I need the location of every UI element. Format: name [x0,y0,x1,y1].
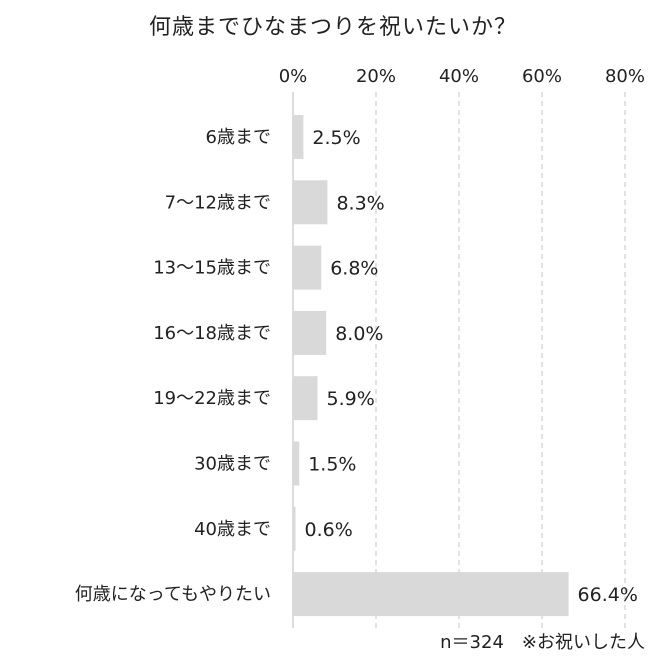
x-tick-label: 0% [279,66,308,87]
category-label: 何歳になってもやりたい [75,584,271,605]
bar [293,376,318,421]
x-tick-label: 80% [605,66,645,87]
x-tick-label: 60% [522,66,562,87]
gridlines [292,92,626,628]
value-label: 1.5% [308,454,356,476]
bar [293,506,296,551]
value-label: 8.3% [336,192,384,214]
bar [293,310,327,355]
category-label: 7〜12歳まで [165,192,271,213]
category-labels: 6歳まで 7〜12歳まで 13〜15歳まで 16〜18歳まで 19〜22歳まで 30歳まで… [75,127,271,605]
x-tick-label: 40% [439,66,479,87]
chart-title: 何歳までひなまつりを祝いたいか？ [149,15,517,40]
value-labels: 2.5% 8.3% 6.8% 8.0% 5.9% 1.5% 0.6% 66.4% [305,127,638,606]
bar [293,115,304,159]
value-label: 5.9% [326,388,374,410]
bar [293,441,300,486]
footnote: n＝324 ※お祝いした人 [440,632,645,653]
category-label: 19〜22歳まで [153,388,271,409]
bar [293,245,322,290]
value-label: 66.4% [578,584,638,606]
value-label: 0.6% [305,519,353,541]
value-label: 8.0% [335,323,383,345]
category-label: 13〜15歳まで [153,258,271,279]
category-label: 16〜18歳まで [153,323,271,344]
category-label: 6歳まで [206,127,271,148]
bar [293,180,328,225]
x-axis-ticks: 0% 20% 40% 60% 80% [279,66,645,87]
category-label: 30歳まで [194,454,271,475]
x-tick-label: 20% [356,66,396,87]
category-label: 40歳まで [194,519,271,540]
value-label: 6.8% [330,258,378,280]
value-label: 2.5% [312,127,360,149]
bar [293,572,569,617]
bars [293,115,569,617]
